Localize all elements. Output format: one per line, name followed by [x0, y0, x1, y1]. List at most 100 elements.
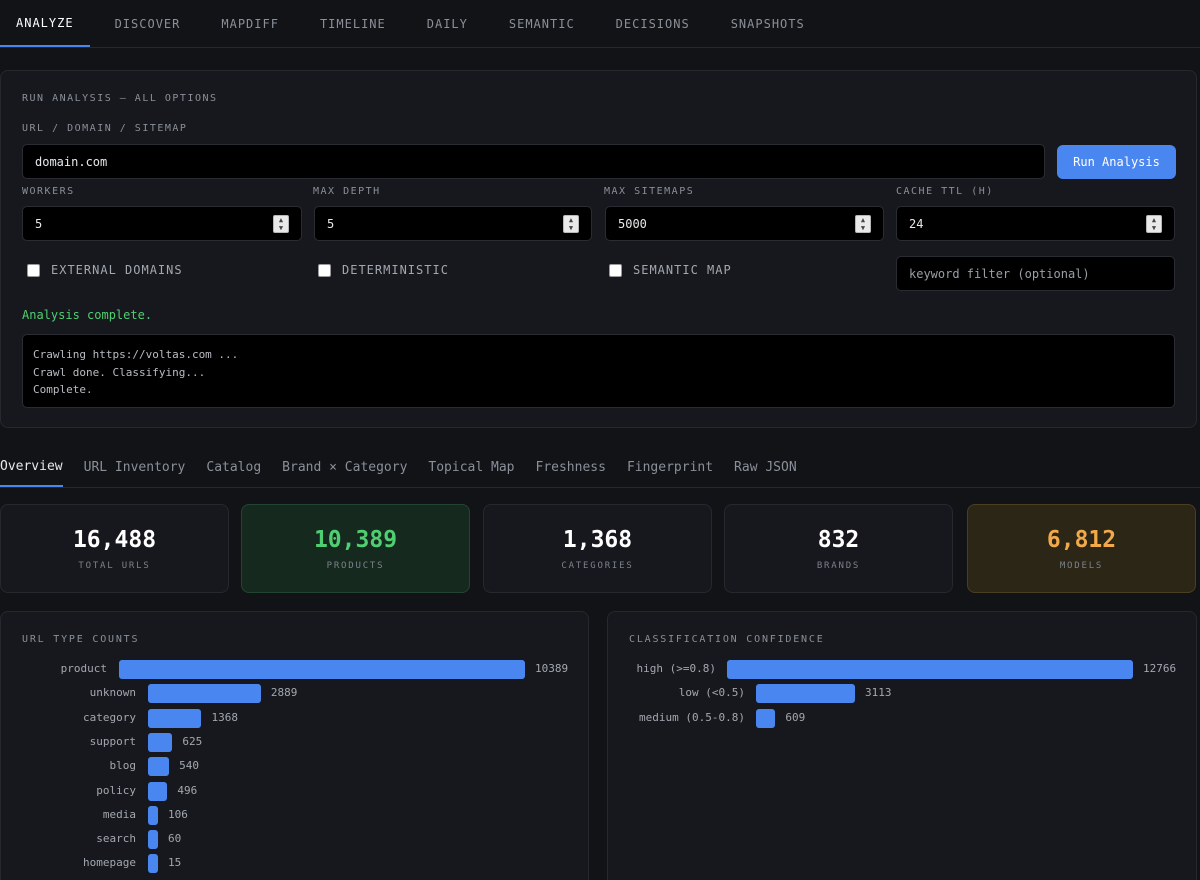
workers-stepper[interactable]: ▲ ▼	[273, 215, 289, 233]
stat-label: PRODUCTS	[326, 561, 385, 571]
tab-discover[interactable]: DISCOVER	[114, 16, 181, 31]
url-input[interactable]: domain.com	[22, 144, 1045, 179]
top-nav: ANALYZE DISCOVER MAPDIFF TIMELINE DAILY …	[0, 0, 1200, 48]
bar-label: category	[83, 710, 136, 724]
stat-card-categories: 1,368 CATEGORIES	[483, 504, 712, 593]
bar-value: 496	[177, 783, 198, 797]
external-domains-checkbox-box[interactable]	[27, 263, 40, 277]
deterministic-checkbox[interactable]: DETERMINISTIC	[318, 263, 449, 277]
bar-value: 106	[168, 807, 188, 821]
workers-input[interactable]: 5 ▲ ▼	[22, 206, 302, 241]
classification-confidence-panel: CLASSIFICATION CONFIDENCE high (>=0.8) 12…	[607, 611, 1197, 880]
run-analysis-panel: RUN ANALYSIS — ALL OPTIONS URL / DOMAIN …	[0, 70, 1197, 428]
stat-label: MODELS	[1059, 561, 1104, 571]
external-domains-checkbox[interactable]: EXTERNAL DOMAINS	[27, 263, 183, 277]
tab-catalog[interactable]: Catalog	[206, 460, 262, 475]
stat-value: 1,368	[562, 527, 633, 553]
cache-ttl-stepper[interactable]: ▲ ▼	[1146, 215, 1162, 233]
stat-card-total-urls: 16,488 TOTAL URLS	[0, 504, 229, 593]
max-sitemaps-input[interactable]: 5000 ▲ ▼	[605, 206, 884, 241]
max-depth-stepper[interactable]: ▲ ▼	[563, 215, 579, 233]
bar-label: support	[89, 734, 136, 748]
bar	[148, 854, 158, 874]
tab-decisions[interactable]: DECISIONS	[615, 16, 690, 31]
tab-mapdiff[interactable]: MAPDIFF	[221, 16, 279, 31]
max-depth-label: MAX DEPTH	[313, 186, 381, 197]
bar-label: high (>=0.8)	[636, 662, 716, 675]
deterministic-checkbox-box[interactable]	[318, 263, 331, 277]
bar	[148, 757, 170, 777]
cache-ttl-input[interactable]: 24 ▲ ▼	[896, 206, 1175, 241]
stat-card-brands: 832 BRANDS	[724, 504, 953, 593]
tab-daily[interactable]: DAILY	[426, 16, 468, 31]
stat-label: BRANDS	[816, 561, 861, 571]
max-sitemaps-label: MAX SITEMAPS	[604, 186, 695, 197]
bar-value: 60	[168, 832, 182, 846]
tab-topical-map[interactable]: Topical Map	[428, 460, 515, 475]
bar-value: 609	[785, 710, 806, 724]
status-message: Analysis complete.	[22, 308, 153, 322]
bar-value: 625	[182, 734, 203, 748]
bar-value: 1368	[211, 710, 238, 724]
stat-label: CATEGORIES	[561, 561, 634, 571]
bar	[148, 684, 261, 704]
bar-label: product	[60, 662, 107, 675]
bar-label: media	[102, 807, 136, 821]
result-tabs: Overview URL Inventory Catalog Brand × C…	[0, 448, 1200, 488]
bar-label: medium (0.5-0.8)	[639, 710, 745, 724]
workers-value: 5	[35, 216, 43, 231]
bar-value: 12766	[1143, 662, 1177, 675]
tab-url-inventory[interactable]: URL Inventory	[83, 460, 186, 475]
semantic-map-checkbox[interactable]: SEMANTIC MAP	[609, 263, 732, 277]
bar	[148, 805, 158, 825]
max-depth-value: 5	[327, 216, 335, 231]
stat-value: 6,812	[1046, 527, 1117, 553]
bar-label: policy	[96, 783, 136, 797]
keyword-filter-input[interactable]: keyword filter (optional)	[896, 256, 1175, 291]
chart-title: CLASSIFICATION CONFIDENCE	[629, 634, 825, 645]
tab-fingerprint[interactable]: Fingerprint	[626, 460, 714, 475]
bar-value: 15	[168, 856, 182, 870]
log-output: Crawling https://voltas.com ... Crawl do…	[22, 334, 1175, 408]
section-title: RUN ANALYSIS — ALL OPTIONS	[22, 93, 218, 104]
bar	[756, 684, 855, 704]
url-label: URL / DOMAIN / SITEMAP	[22, 123, 188, 134]
stat-card-models: 6,812 MODELS	[967, 504, 1196, 593]
workers-label: WORKERS	[22, 186, 75, 197]
tab-raw-json[interactable]: Raw JSON	[734, 460, 797, 475]
bar-label: low (<0.5)	[678, 686, 745, 700]
bar-label: homepage	[83, 856, 136, 870]
stat-value: 832	[817, 527, 860, 553]
tab-freshness[interactable]: Freshness	[535, 460, 606, 475]
max-depth-input[interactable]: 5 ▲ ▼	[314, 206, 592, 241]
semantic-map-label: SEMANTIC MAP	[633, 263, 732, 277]
max-sitemaps-value: 5000	[618, 216, 647, 231]
bar-label: search	[96, 832, 136, 846]
bar	[148, 781, 168, 801]
bar-value: 10389	[535, 662, 569, 675]
bar	[148, 830, 158, 850]
tab-timeline[interactable]: TIMELINE	[319, 16, 386, 31]
external-domains-label: EXTERNAL DOMAINS	[51, 263, 183, 277]
bar	[148, 732, 173, 752]
cache-ttl-value: 24	[909, 216, 924, 231]
bar-value: 2889	[270, 686, 298, 700]
tab-semantic[interactable]: SEMANTIC	[508, 16, 575, 31]
tab-analyze[interactable]: ANALYZE	[0, 0, 90, 47]
semantic-map-checkbox-box[interactable]	[609, 263, 622, 277]
bar-label: unknown	[89, 686, 136, 700]
stat-label: TOTAL URLS	[78, 561, 151, 571]
tab-snapshots[interactable]: SNAPSHOTS	[730, 16, 805, 31]
stat-value: 16,488	[72, 527, 157, 553]
deterministic-label: DETERMINISTIC	[342, 263, 449, 277]
max-sitemaps-stepper[interactable]: ▲ ▼	[855, 215, 871, 233]
chart-title: URL TYPE COUNTS	[22, 634, 140, 645]
tab-brand-category[interactable]: Brand × Category	[282, 460, 408, 475]
bar	[148, 708, 202, 728]
bar-value: 540	[179, 759, 199, 773]
run-analysis-button[interactable]: Run Analysis	[1057, 145, 1176, 179]
stat-value: 10,389	[313, 527, 398, 553]
url-type-counts-panel: URL TYPE COUNTS product 10389 unknown 2889 c…	[0, 611, 589, 880]
tab-overview[interactable]: Overview	[0, 448, 63, 487]
bar	[756, 708, 776, 728]
